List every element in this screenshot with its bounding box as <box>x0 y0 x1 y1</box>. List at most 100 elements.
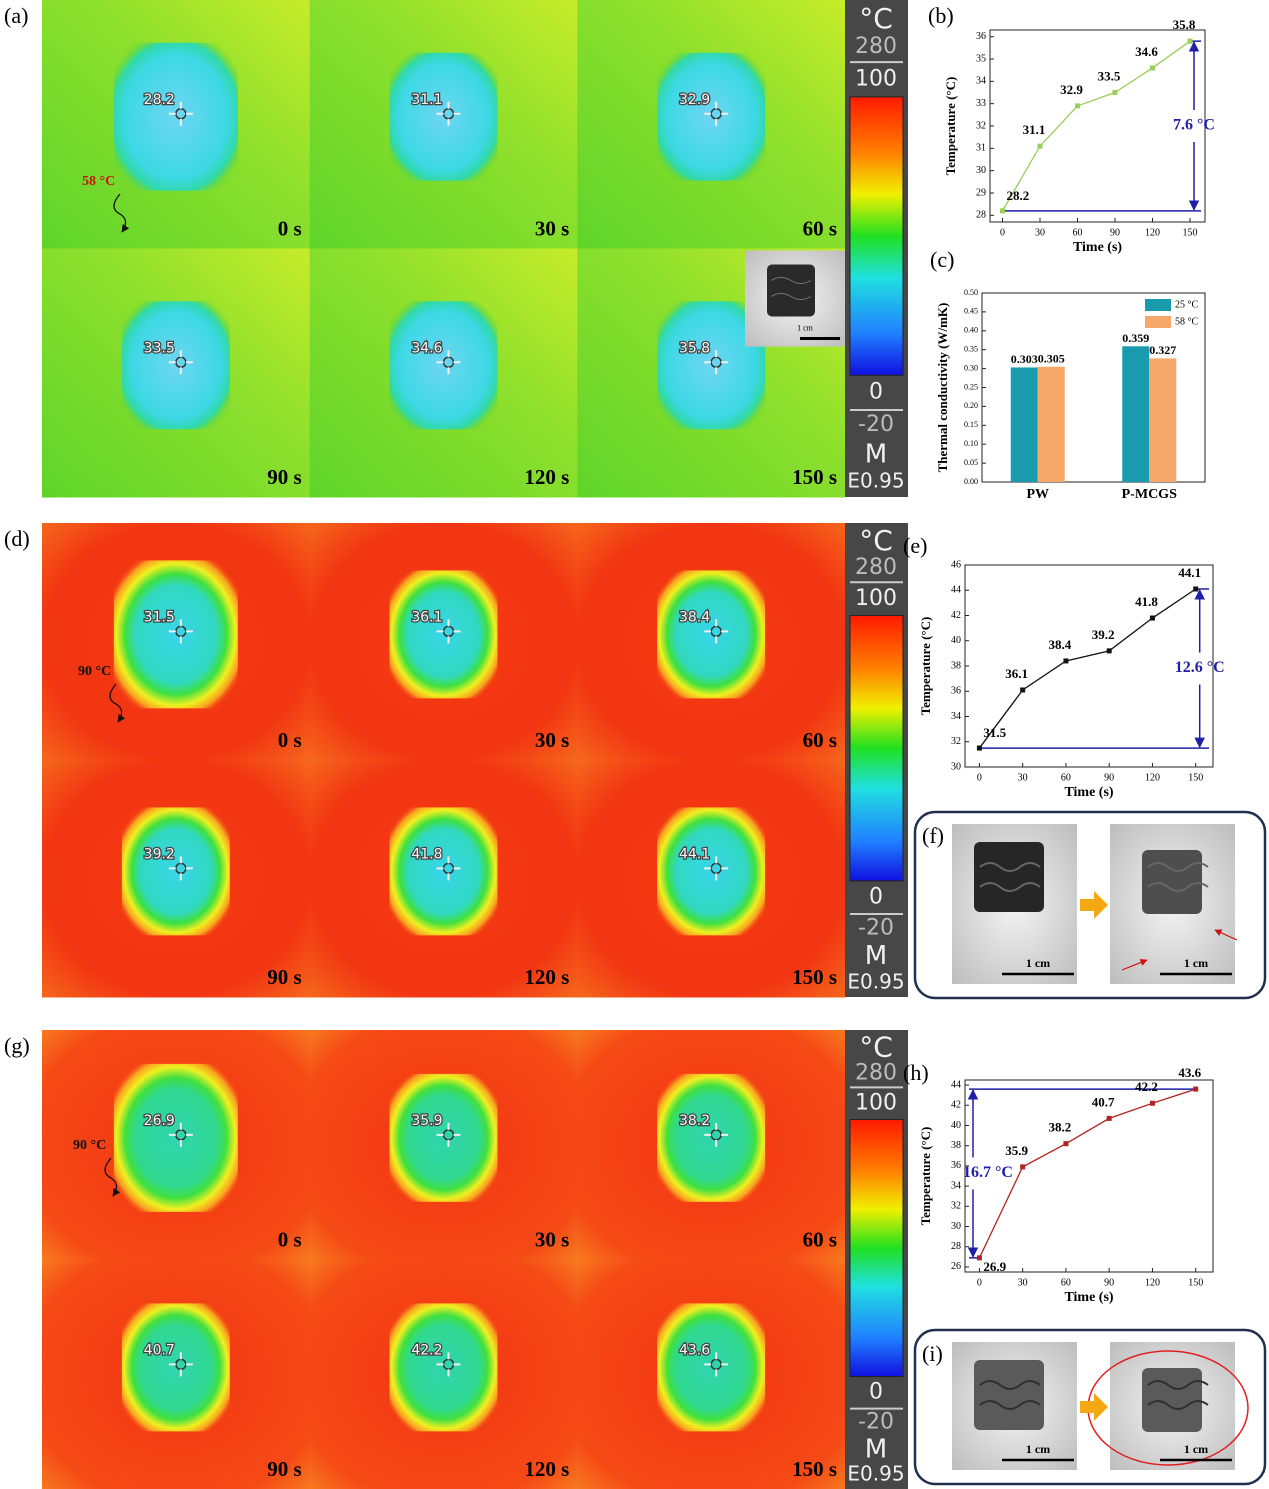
time-label: 120 s <box>524 465 569 489</box>
data-point <box>1037 143 1043 149</box>
colorbar-label: 0 <box>869 1380 883 1405</box>
sample-texture <box>1147 1380 1209 1410</box>
y-tick-label: 31 <box>976 143 986 154</box>
x-axis-title: Time (s) <box>1064 785 1113 800</box>
y-tick-label: 46 <box>951 559 961 570</box>
temperature-reading: 41.8 <box>411 846 442 862</box>
temperature-reading: 38.4 <box>679 609 710 625</box>
temperature-reading: 36.1 <box>411 609 442 625</box>
colorbar-label: 280 <box>855 1061 897 1086</box>
scale-label: 1 cm <box>1184 956 1208 970</box>
x-tick-label: 60 <box>1073 227 1083 238</box>
x-tick-label: 0 <box>1000 227 1005 238</box>
x-tick-label: 30 <box>1035 227 1045 238</box>
annotation: 7.6 °C <box>1173 117 1215 134</box>
panel-label: (h) <box>903 1060 929 1085</box>
sample-spot <box>113 560 238 709</box>
sample-texture <box>979 862 1041 892</box>
sample-spot <box>113 42 238 191</box>
sample-spot <box>389 301 498 430</box>
data-label: 28.2 <box>1007 188 1030 203</box>
bar <box>1037 366 1065 482</box>
time-label: 30 s <box>535 216 569 240</box>
data-point <box>1075 103 1080 109</box>
x-tick-label: PW <box>1026 487 1049 502</box>
data-line <box>1001 40 1191 212</box>
colorbar-label: 0 <box>869 380 883 405</box>
colorbar-label: E0.95 <box>847 969 904 993</box>
x-tick-label: 30 <box>1018 1277 1028 1288</box>
temperature-reading: 39.2 <box>144 846 175 862</box>
data-point <box>1193 586 1199 592</box>
data-label: 44.1 <box>1178 565 1201 580</box>
time-label: 120 s <box>524 965 569 989</box>
time-label: 150 s <box>792 1457 837 1481</box>
sample-spot <box>389 52 498 181</box>
sample-spot <box>121 1303 230 1432</box>
data-label: 34.6 <box>1135 44 1158 59</box>
panel-label: (a) <box>4 3 28 28</box>
y-tick-label: 32 <box>951 736 961 747</box>
time-label: 90 s <box>267 1457 301 1481</box>
crosshair <box>436 856 461 881</box>
x-axis-title: Time (s) <box>1064 1290 1113 1305</box>
y-tick-label: 44 <box>951 1079 961 1090</box>
legend-swatch <box>1145 316 1171 328</box>
x-tick-label: 90 <box>1110 227 1120 238</box>
y-axis-title: Temperature (°C) <box>918 617 933 716</box>
y-tick-label: 36 <box>951 1160 961 1171</box>
data-point <box>1149 1100 1155 1106</box>
legend-swatch <box>1145 299 1171 311</box>
x-tick-label: 150 <box>1188 1277 1203 1288</box>
colorbar-scale <box>849 96 904 376</box>
colorbar-label: °C <box>859 524 893 557</box>
crosshair <box>704 101 729 126</box>
data-point <box>1020 1164 1026 1170</box>
sample-photo <box>1142 1368 1202 1432</box>
y-tick-label: 0.05 <box>964 458 978 467</box>
sample-texture <box>979 1380 1041 1410</box>
y-tick-label: 30 <box>976 165 986 176</box>
colorbar-label: 100 <box>855 67 897 92</box>
temperature-reading: 34.6 <box>411 340 442 356</box>
temperature-reading: 28.2 <box>144 92 175 108</box>
crosshair <box>704 619 729 644</box>
colorbar-label: M <box>865 941 887 971</box>
time-label: 60 s <box>803 216 837 240</box>
x-tick-label: 120 <box>1145 772 1160 783</box>
time-label: 90 s <box>267 465 301 489</box>
y-tick-label: 0.45 <box>964 307 978 316</box>
sample-photo <box>974 1360 1044 1430</box>
data-label: 35.8 <box>1173 17 1196 32</box>
sample-spot <box>657 1073 766 1202</box>
crosshair <box>168 101 193 126</box>
y-tick-label: 0.40 <box>964 326 978 335</box>
data-label: 42.2 <box>1135 1079 1158 1094</box>
data-line <box>978 1088 1196 1259</box>
bar <box>1122 346 1150 482</box>
y-tick-label: 34 <box>951 711 961 722</box>
x-tick-label: 0 <box>977 1277 982 1288</box>
transition-arrow <box>1080 1393 1108 1421</box>
colorbar-label: 0 <box>869 884 883 909</box>
colorbar-label: 100 <box>855 1090 897 1115</box>
data-label: 36.1 <box>1005 666 1028 681</box>
bar <box>1010 367 1038 482</box>
temperature-reading: 44.1 <box>679 846 710 862</box>
y-tick-label: 40 <box>951 1120 961 1131</box>
colorbar-label: °C <box>859 1030 893 1063</box>
time-label: 120 s <box>524 1457 569 1481</box>
x-tick-label: 150 <box>1188 772 1203 783</box>
sample-texture <box>770 277 812 300</box>
colorbar-label: -20 <box>858 1409 894 1434</box>
transition-arrow <box>1080 891 1108 919</box>
y-tick-label: 33 <box>976 98 986 109</box>
y-tick-label: 36 <box>976 31 986 42</box>
time-label: 0 s <box>278 1227 302 1251</box>
data-point <box>1106 1115 1112 1121</box>
scale-label: 1 cm <box>1026 1442 1050 1456</box>
time-label: 30 s <box>535 728 569 752</box>
pointer-arrow <box>1121 959 1148 971</box>
data-label: 39.2 <box>1092 627 1115 642</box>
data-label: 41.8 <box>1135 594 1158 609</box>
